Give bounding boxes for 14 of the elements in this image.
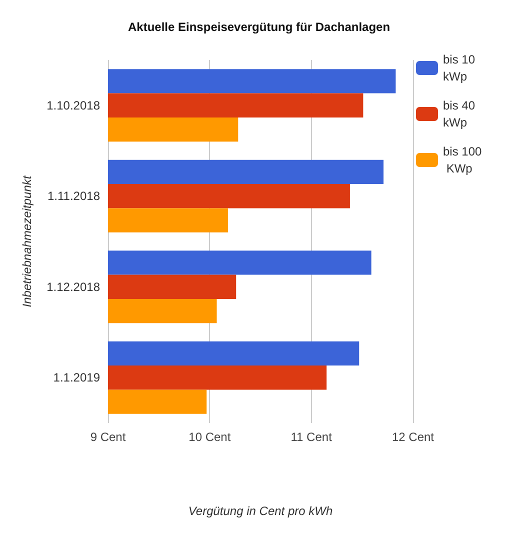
y-tick-label: 1.11.2018	[48, 189, 100, 204]
legend-label: bis 10 kWp	[443, 52, 478, 84]
x-tick-label: 11 Cent	[290, 430, 333, 444]
x-tick-label: 12 Cent	[392, 430, 435, 444]
legend-label: bis 100 KWp	[443, 144, 482, 176]
y-tick-label: 1.12.2018	[46, 280, 100, 294]
y-tick-label: 1.1.2019	[53, 370, 100, 385]
y-tick-label: 1.10.2018	[46, 98, 100, 112]
legend-label: bis 40 kWp	[443, 98, 478, 130]
y-axis-title: Inbetriebnahmezeitpunkt	[20, 175, 34, 308]
x-tick-label: 9 Cent	[90, 430, 126, 444]
x-axis-title: Vergütung in Cent pro kWh	[188, 504, 333, 518]
chart-title: Aktuelle Einspeisevergütung für Dachanlagen	[128, 20, 390, 34]
x-tick-label: 10 Cent	[188, 430, 232, 444]
